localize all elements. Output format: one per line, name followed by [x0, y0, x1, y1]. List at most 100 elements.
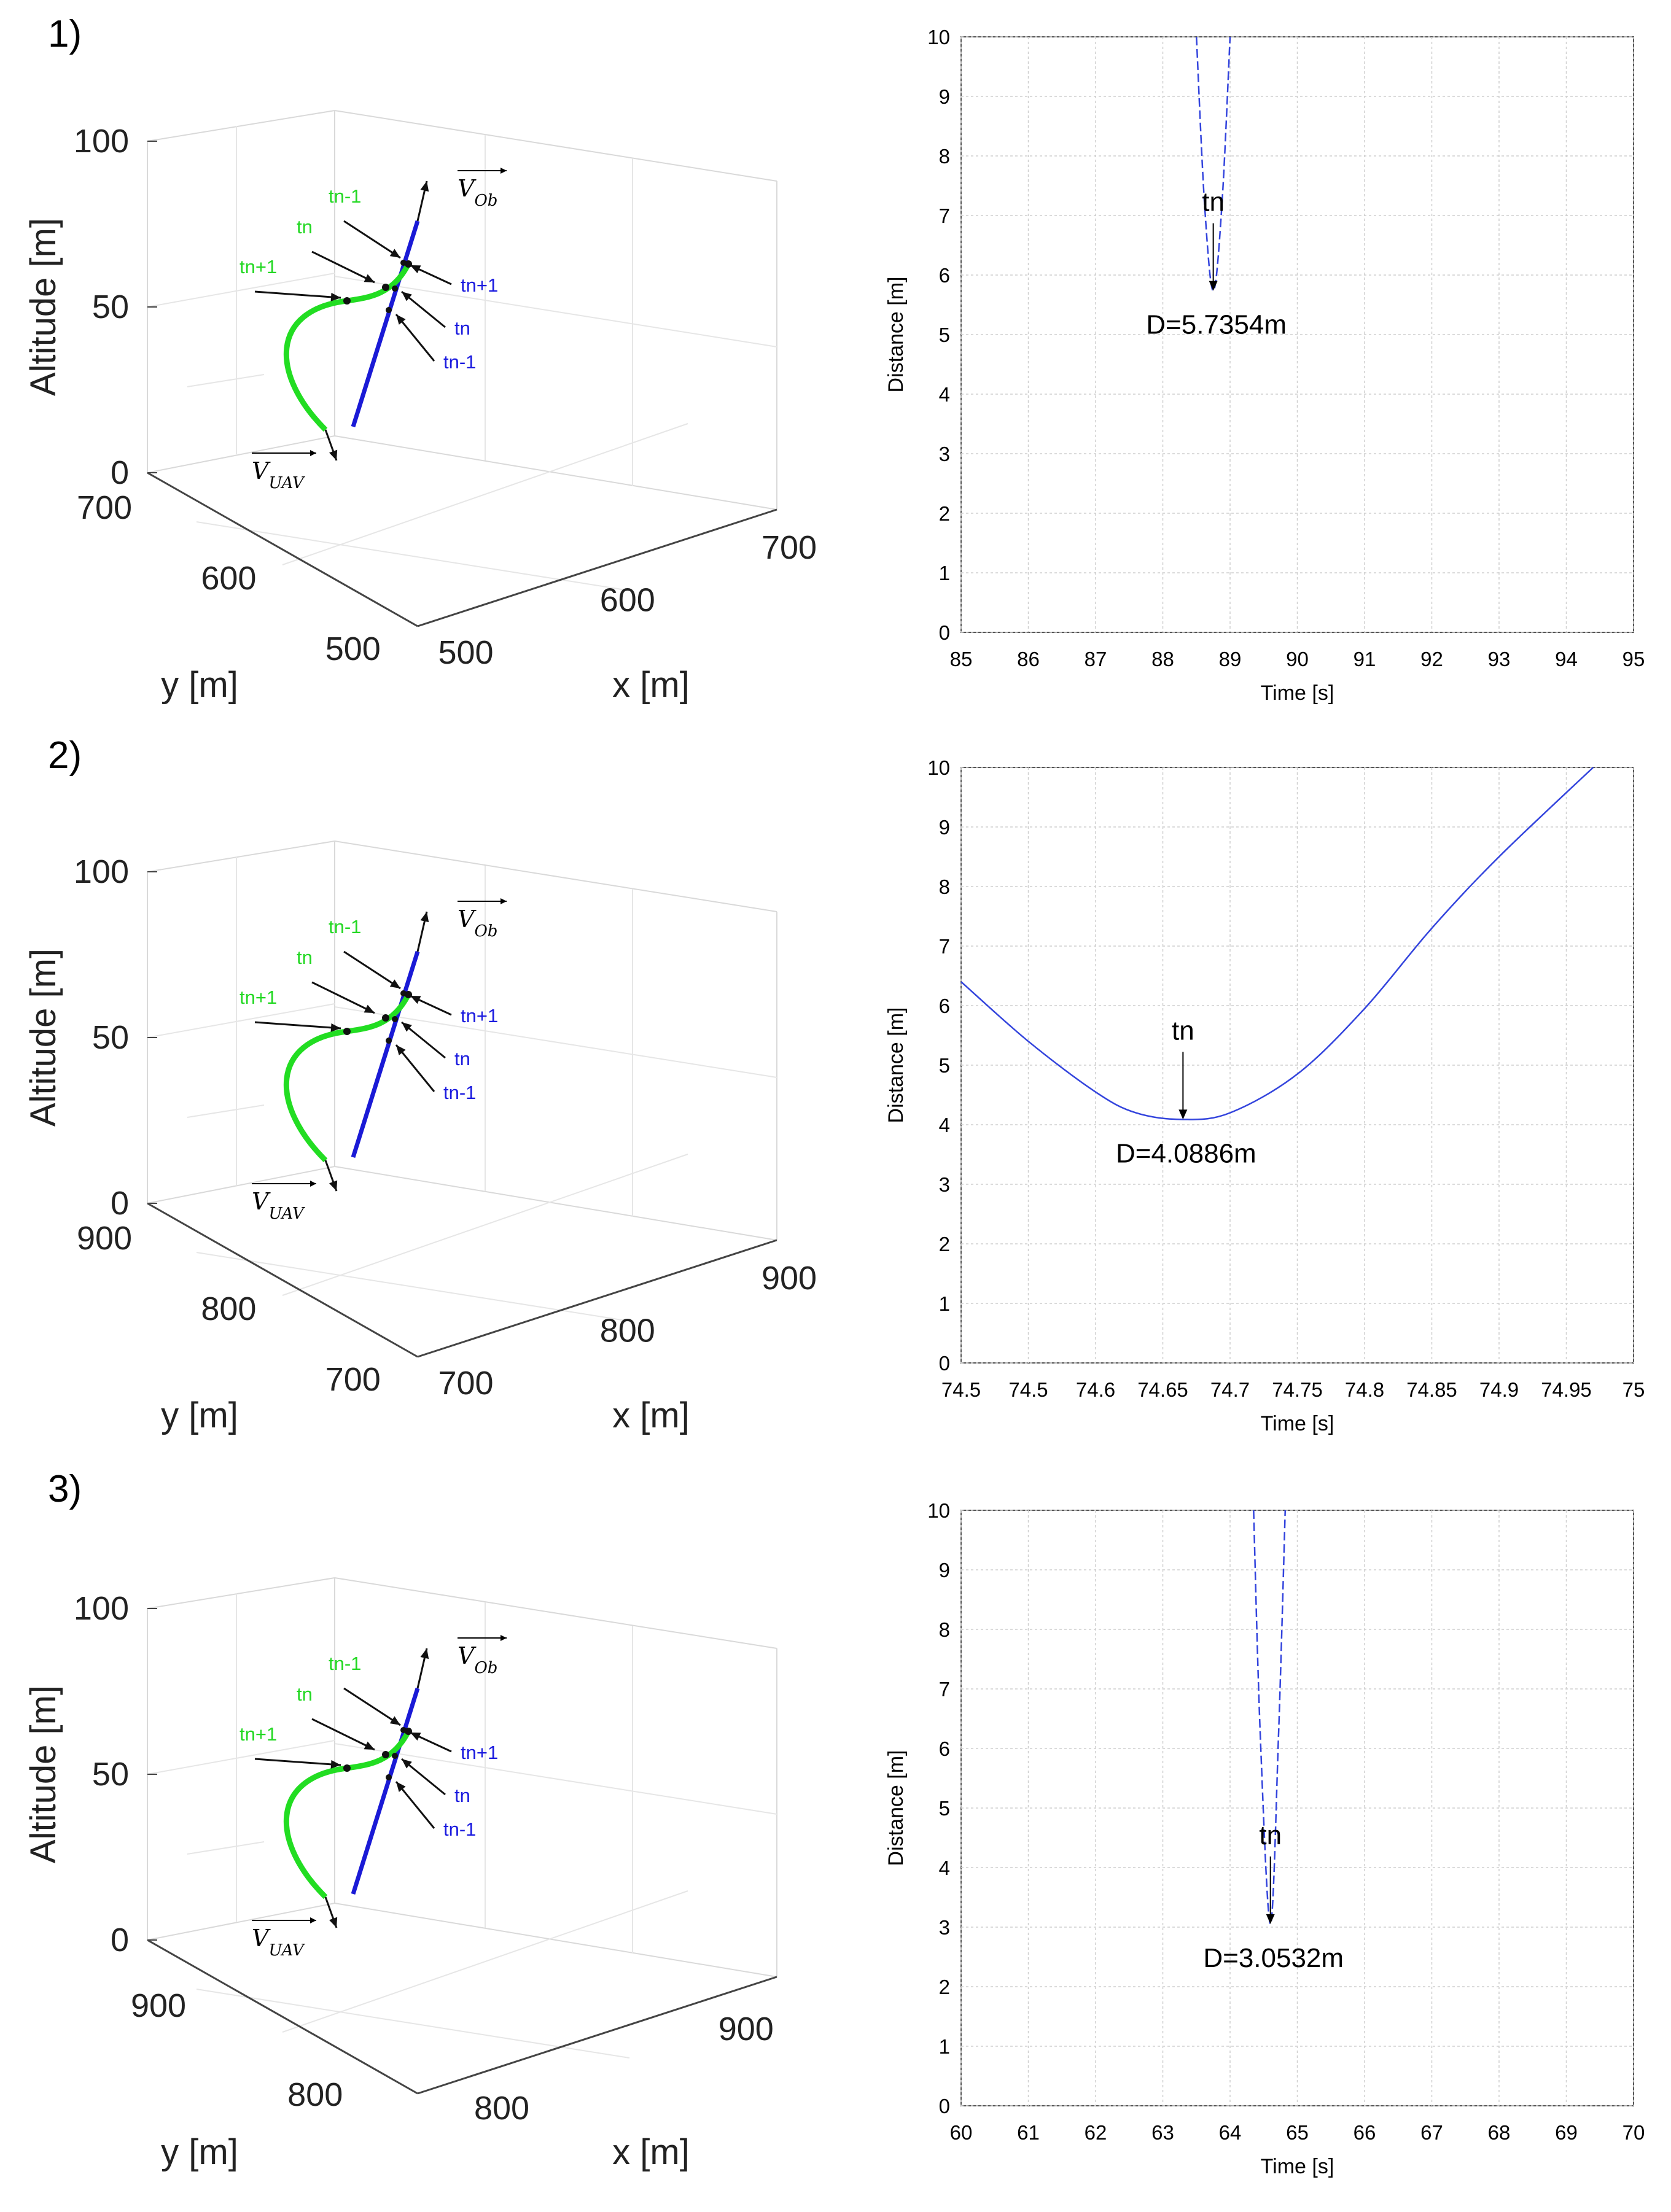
z-axis-label: Altitude [m] [23, 218, 63, 396]
x-tick-label: 85 [950, 648, 973, 670]
x-tick-label: 67 [1420, 2121, 1443, 2144]
uav-velocity-label-arrow-head [310, 450, 316, 456]
distance-series-line [1253, 1510, 1287, 1925]
uav-marker-label: tn+1 [240, 987, 277, 1008]
box-edge [147, 1166, 335, 1204]
y-tick-label: 0 [939, 2095, 950, 2117]
y-tick-label: 1 [939, 2035, 950, 2058]
trajectory-svg-2: 0 50 100 900 800 700 700 800 900 Altitude [m] y [m… [23, 840, 817, 1435]
uav-marker-label: tn [297, 1683, 313, 1705]
z-tick-label: 0 [111, 1922, 129, 1958]
x-tick-label: 89 [1219, 648, 1242, 670]
box-edge [334, 1903, 777, 1977]
obstacle-marker-label: tn-1 [443, 1818, 476, 1840]
y-tick-label: 8 [939, 875, 950, 898]
trajectory-svg-1: 0 50 100 700 600 500 500 600 700 Altitude [m] y [m… [23, 110, 817, 705]
obstacle-trajectory [351, 1687, 420, 1895]
trajectory-plot-1: 0 50 100 700 600 500 500 600 700 Altitude [m] y [m… [0, 31, 860, 737]
uav-marker-dot [382, 1751, 389, 1758]
grid-line [196, 1252, 630, 1322]
x-tick-label: 65 [1286, 2121, 1309, 2144]
y-axis-label: y [m] [161, 2132, 238, 2172]
y-axis-label: y [m] [161, 665, 238, 705]
distance-chart-2: 0 1 2 3 4 5 6 7 8 9 10 74.5 74.5 74.6 74.65 74.7 74.75 74… [854, 743, 1671, 1467]
y-tick-label: 6 [939, 1737, 950, 1760]
obstacle-marker-pointer-head [410, 996, 421, 1004]
obstacle-marker-dot [392, 1016, 398, 1022]
uav-marker-pointer-head [330, 1023, 341, 1032]
box-edge [147, 840, 335, 872]
x-tick-label: 95 [1622, 648, 1645, 670]
box-edge [334, 1166, 777, 1241]
y-tick-label: 2 [939, 502, 950, 525]
y-tick-label: 1 [939, 1292, 950, 1315]
uav-marker-pointer-shaft [254, 1021, 341, 1030]
uav-marker-pointer-head [389, 979, 400, 988]
uav-velocity-arrow-head [329, 449, 338, 460]
x-tick-label: 74.65 [1137, 1378, 1188, 1401]
x-tick-label: 62 [1085, 2121, 1107, 2144]
uav-marker-pointer-head [364, 274, 375, 282]
y-tick-label: 0 [939, 621, 950, 644]
uav-marker-dot [343, 1028, 351, 1035]
x-tick-label: 75 [1622, 1378, 1645, 1401]
box-edge [147, 110, 335, 142]
uav-marker-dot [382, 1014, 389, 1022]
min-marker-label: tn [1259, 1820, 1282, 1850]
grid-line [147, 273, 335, 308]
obstacle-marker-pointer-shaft [395, 1781, 435, 1829]
x-tick-label: 90 [1286, 648, 1309, 670]
distance-chart-1: 0 1 2 3 4 5 6 7 8 9 10 85 86 87 88 89 90 91 92 93 94 95 Time [… [854, 12, 1671, 737]
x-tick-label: 66 [1354, 2121, 1376, 2144]
x-tick-label: 88 [1151, 648, 1174, 670]
y-tick-label: 600 [201, 560, 256, 597]
distance-series-line [1196, 36, 1231, 292]
box-edge [334, 110, 777, 182]
y-axis-line [147, 1939, 418, 2095]
y-tick-label: 9 [939, 1559, 950, 1581]
grid-line [334, 1006, 777, 1078]
y-tick-label: 800 [287, 2076, 343, 2113]
x-tick-label: 64 [1219, 2121, 1242, 2144]
uav-trajectory [283, 1729, 411, 1900]
grid-line [147, 1740, 335, 1775]
box-edge [334, 840, 777, 912]
uav-marker-dot [343, 297, 351, 305]
obstacle-velocity-label-arrow-head [501, 1635, 507, 1641]
y-axis-label: y [m] [161, 1395, 238, 1435]
grid-line [282, 1890, 688, 2033]
x-tick-label: 74.85 [1406, 1378, 1457, 1401]
box-edge [147, 435, 335, 473]
min-distance-label: D=5.7354m [1146, 310, 1287, 340]
uav-marker-dot [343, 1764, 351, 1772]
grid-line [147, 1003, 335, 1038]
obstacle-velocity-label: VOb [458, 175, 497, 210]
y-tick-label: 500 [325, 631, 381, 667]
z-tick-label: 100 [74, 123, 129, 160]
min-marker-arrow-head [1209, 281, 1218, 291]
x-tick-label: 74.8 [1345, 1378, 1384, 1401]
z-tick-label: 0 [111, 454, 129, 491]
z-axis-label: Altitude [m] [23, 1685, 63, 1863]
trajectory-plot-3: 0 50 100 900 800 800 900 Altitude [m] y [m] x [m]… [0, 1498, 860, 2204]
grid-line [187, 1104, 265, 1118]
x-tick-label: 74.5 [1008, 1378, 1048, 1401]
x-tick-label: 69 [1555, 2121, 1578, 2144]
z-tick-label: 50 [92, 1756, 129, 1793]
y-tick-label: 10 [927, 756, 950, 779]
z-tick-label: 100 [74, 1590, 129, 1627]
obstacle-velocity-label: VOb [458, 906, 497, 941]
x-tick-label: 600 [600, 582, 655, 619]
grid-line [187, 374, 265, 387]
y-tick-label: 10 [927, 1499, 950, 1522]
x-tick-label: 70 [1622, 2121, 1645, 2144]
min-distance-label: D=4.0886m [1116, 1138, 1256, 1168]
uav-marker-label: tn+1 [240, 1723, 277, 1745]
grid-line [196, 1989, 630, 2059]
x-tick-label: 74.95 [1541, 1378, 1592, 1401]
obstacle-marker-pointer-head [402, 292, 412, 301]
uav-marker-dot [382, 284, 389, 291]
x-tick-label: 74.6 [1076, 1378, 1115, 1401]
